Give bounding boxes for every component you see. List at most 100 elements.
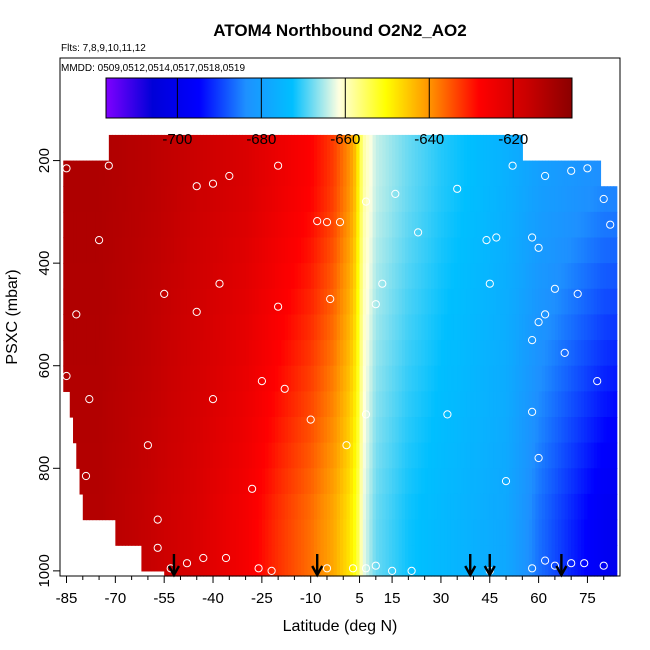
heatmap-cell [613, 545, 618, 572]
heatmap-cell [177, 570, 182, 577]
heatmap-cell [427, 493, 432, 521]
heatmap-cell [125, 314, 129, 341]
heatmap-cell [545, 442, 549, 469]
heatmap-cell [82, 468, 87, 495]
heatmap-cell [219, 211, 224, 239]
heatmap-cell [160, 186, 165, 213]
heatmap-cell [427, 570, 432, 577]
heatmap-cell [112, 365, 116, 392]
heatmap-cell [271, 365, 276, 392]
heatmap-cell [522, 570, 527, 577]
heatmap-cell [564, 442, 569, 469]
heatmap-cell [297, 160, 302, 187]
heatmap-cell [63, 160, 68, 187]
heatmap-cell [317, 493, 322, 521]
heatmap-cell [525, 493, 530, 521]
heatmap-cell [258, 365, 263, 392]
heatmap-cell [558, 186, 562, 213]
heatmap-cell [424, 468, 429, 495]
heatmap-cell [486, 160, 491, 187]
heatmap-cell [186, 365, 191, 392]
heatmap-cell [170, 417, 175, 444]
heatmap-cell [590, 263, 595, 290]
heatmap-cell [89, 391, 94, 418]
heatmap-cell [291, 237, 296, 264]
heatmap-cell [564, 263, 569, 290]
heatmap-cell [356, 186, 361, 213]
heatmap-cell [408, 417, 413, 444]
heatmap-cell [278, 493, 282, 521]
heatmap-cell [515, 263, 520, 290]
heatmap-cell [444, 570, 449, 577]
heatmap-cell [460, 263, 465, 290]
heatmap-cell [613, 519, 618, 546]
heatmap-cell [248, 134, 253, 162]
heatmap-cell [330, 160, 335, 187]
heatmap-cell [105, 340, 110, 367]
heatmap-cell [297, 519, 302, 546]
heatmap-cell [593, 417, 598, 444]
heatmap-cell [69, 186, 74, 213]
heatmap-cell [411, 288, 416, 316]
heatmap-cell [379, 365, 383, 392]
heatmap-cell [92, 211, 97, 239]
heatmap-cell [157, 263, 162, 290]
heatmap-cell [252, 211, 256, 239]
heatmap-cell [440, 237, 445, 264]
heatmap-cell [453, 545, 458, 572]
heatmap-cell [545, 314, 549, 341]
heatmap-cell [418, 263, 422, 290]
heatmap-cell [216, 493, 221, 521]
heatmap-cell [76, 340, 81, 367]
heatmap-cell [392, 211, 396, 239]
heatmap-cell [340, 134, 344, 162]
heatmap-cell [545, 160, 549, 187]
heatmap-cell [157, 519, 162, 546]
heatmap-cell [444, 468, 449, 495]
heatmap-cell [222, 288, 227, 316]
heatmap-cell [235, 365, 240, 392]
heatmap-cell [261, 263, 266, 290]
heatmap-cell [170, 442, 175, 469]
heatmap-cell [440, 570, 445, 577]
heatmap-cell [457, 545, 462, 572]
heatmap-cell [326, 519, 331, 546]
heatmap-cell [326, 545, 331, 572]
heatmap-cell [587, 442, 592, 469]
heatmap-cell [333, 160, 338, 187]
heatmap-cell [401, 493, 406, 521]
heatmap-cell [226, 365, 230, 392]
heatmap-cell [177, 186, 182, 213]
sample-point [104, 161, 113, 170]
heatmap-cell [177, 211, 182, 239]
heatmap-cell [268, 365, 273, 392]
heatmap-cell [489, 237, 494, 264]
heatmap-cell [213, 545, 217, 572]
heatmap-cell [102, 160, 107, 187]
heatmap-cell [493, 391, 497, 418]
heatmap-cell [427, 519, 432, 546]
heatmap-cell [105, 391, 110, 418]
profile-arrow [555, 554, 568, 578]
heatmap-cell [382, 340, 387, 367]
heatmap-cell [317, 314, 322, 341]
heatmap-cell [102, 186, 107, 213]
heatmap-cell [95, 237, 100, 264]
heatmap-cell [506, 314, 510, 341]
heatmap-cell [86, 493, 90, 521]
heatmap-cell [366, 314, 370, 341]
heatmap-cell [125, 468, 129, 495]
heatmap-cell [476, 314, 481, 341]
heatmap-cell [151, 468, 156, 495]
heatmap-cell [102, 442, 107, 469]
heatmap-cell [453, 160, 458, 187]
heatmap-cell [597, 314, 602, 341]
heatmap-cell [548, 340, 553, 367]
heatmap-cell [160, 160, 165, 187]
heatmap-cell [359, 263, 364, 290]
heatmap-cell [313, 391, 318, 418]
heatmap-cell [512, 340, 517, 367]
heatmap-cell [558, 468, 562, 495]
heatmap-cell [248, 468, 253, 495]
heatmap-cell [333, 340, 338, 367]
